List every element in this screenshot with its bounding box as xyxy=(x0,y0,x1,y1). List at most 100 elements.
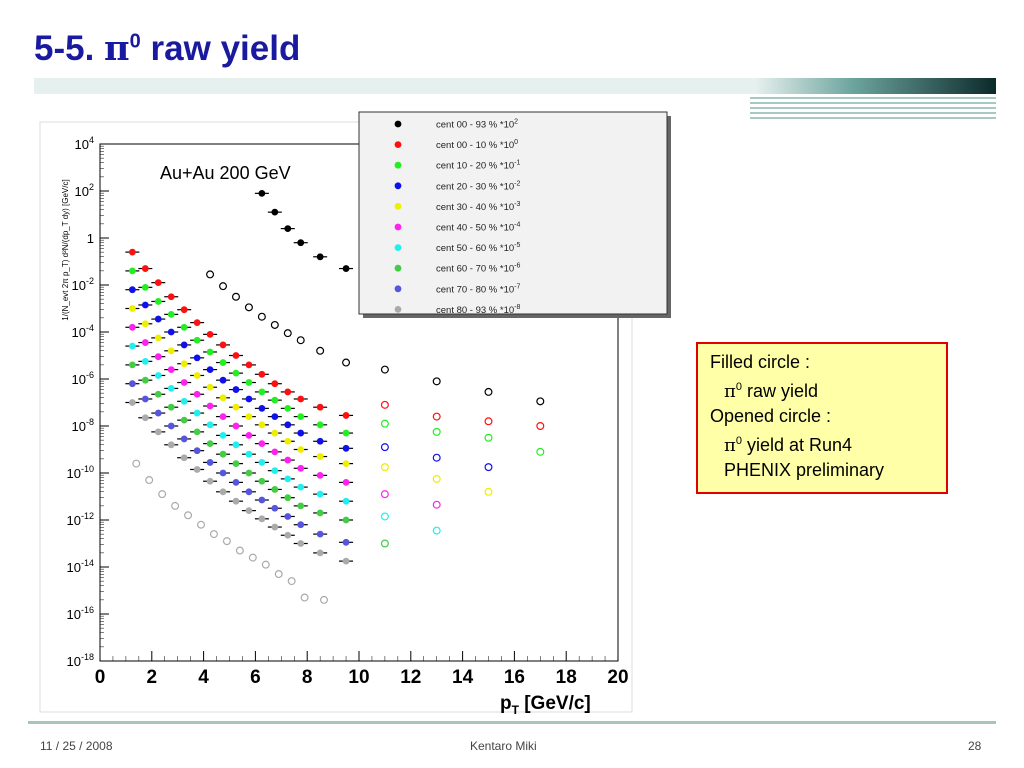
filled-point xyxy=(154,298,162,305)
filled-point xyxy=(180,306,188,314)
filled-point xyxy=(180,416,188,424)
legend-marker xyxy=(394,182,402,190)
note-filled-label: Filled circle : xyxy=(710,352,811,372)
note-preliminary: PHENIX preliminary xyxy=(724,460,885,480)
filled-point xyxy=(316,549,324,557)
filled-point xyxy=(258,404,266,412)
filled-point xyxy=(297,413,305,420)
open-point xyxy=(316,346,325,355)
filled-point xyxy=(258,515,266,523)
filled-point xyxy=(167,310,175,318)
open-point xyxy=(380,463,389,472)
filled-point xyxy=(316,403,324,411)
filled-point xyxy=(316,453,324,460)
filled-point xyxy=(219,376,227,384)
filled-point xyxy=(141,395,149,403)
filled-point xyxy=(316,490,324,498)
filled-point xyxy=(128,248,136,256)
open-point xyxy=(536,397,545,406)
filled-point xyxy=(128,342,136,350)
filled-point xyxy=(167,441,175,449)
filled-point xyxy=(258,440,266,448)
legend-marker xyxy=(394,264,402,272)
filled-point xyxy=(219,359,227,366)
spectra-chart: 104102110-210-410-610-810-1010-1210-1410… xyxy=(39,111,671,717)
title-rest: raw yield xyxy=(150,29,301,68)
filled-point xyxy=(141,376,149,384)
legend-exponent: -6 xyxy=(514,263,520,270)
filled-point xyxy=(284,513,292,520)
filled-point xyxy=(297,540,305,547)
open-point xyxy=(244,303,253,312)
filled-point xyxy=(245,469,253,477)
filled-point xyxy=(206,383,214,391)
filled-point xyxy=(245,432,253,439)
filled-point xyxy=(284,531,292,539)
x-tick-label: 16 xyxy=(504,667,525,688)
legend-label: cent 20 - 30 % *10-2 xyxy=(436,180,521,192)
filled-point xyxy=(154,334,162,342)
legend-exponent: 2 xyxy=(514,119,518,126)
note-filled-desc: π0 raw yield xyxy=(710,375,946,404)
filled-point xyxy=(316,471,324,479)
filled-point xyxy=(219,413,227,420)
y-tick-exponent: 2 xyxy=(89,182,94,192)
filled-point xyxy=(180,379,188,386)
legend-exponent: -7 xyxy=(514,283,520,290)
open-point xyxy=(380,365,389,374)
filled-point xyxy=(193,372,201,379)
x-axis-label: pT [GeV/c] xyxy=(500,693,591,717)
filled-point xyxy=(193,354,201,362)
filled-point xyxy=(271,380,279,388)
x-tick-label: 6 xyxy=(250,667,261,688)
filled-point xyxy=(316,253,324,261)
filled-point xyxy=(316,509,324,517)
footer-page-number: 28 xyxy=(968,739,982,753)
filled-point xyxy=(258,388,266,396)
filled-point xyxy=(316,437,324,445)
filled-point xyxy=(206,459,214,466)
filled-point xyxy=(245,488,253,496)
filled-point xyxy=(271,396,279,404)
filled-point xyxy=(232,441,240,449)
y-tick-exponent: -8 xyxy=(86,417,94,427)
filled-point xyxy=(232,479,240,486)
note-text: raw yield xyxy=(741,381,818,401)
legend-label: cent 70 - 80 % *10-7 xyxy=(436,283,521,295)
footer-divider xyxy=(28,721,996,724)
x-tick-label: 12 xyxy=(400,667,421,688)
legend-exponent: -1 xyxy=(514,160,520,167)
title-pi-symbol: π xyxy=(104,28,130,69)
legend-marker xyxy=(394,306,402,313)
filled-point xyxy=(232,352,240,359)
filled-point xyxy=(232,369,240,377)
legend-exponent: -8 xyxy=(514,304,520,311)
title-superscript: 0 xyxy=(129,30,141,53)
open-point xyxy=(380,490,389,499)
filled-point xyxy=(297,502,305,510)
filled-point xyxy=(141,283,149,291)
filled-point xyxy=(271,467,279,475)
filled-point xyxy=(167,422,175,430)
x-tick-label: 14 xyxy=(452,667,474,688)
open-point xyxy=(432,427,441,436)
x-tick-label: 20 xyxy=(607,667,628,688)
filled-point xyxy=(284,225,292,232)
filled-point xyxy=(342,444,350,452)
open-point xyxy=(248,553,257,562)
filled-point xyxy=(342,265,350,272)
filled-point xyxy=(206,440,214,448)
filled-point xyxy=(128,267,136,275)
note-pi-symbol: π xyxy=(724,435,736,456)
filled-point xyxy=(167,366,175,373)
legend-exponent: -3 xyxy=(514,201,520,208)
filled-point xyxy=(284,494,292,502)
title-gradient-bar xyxy=(34,78,996,94)
filled-point xyxy=(284,456,292,464)
filled-point xyxy=(316,530,324,538)
legend-label: cent 40 - 50 % *10-4 xyxy=(436,222,521,234)
open-point xyxy=(235,546,244,555)
filled-point xyxy=(167,328,175,336)
open-point xyxy=(287,577,296,586)
filled-point xyxy=(193,466,201,473)
